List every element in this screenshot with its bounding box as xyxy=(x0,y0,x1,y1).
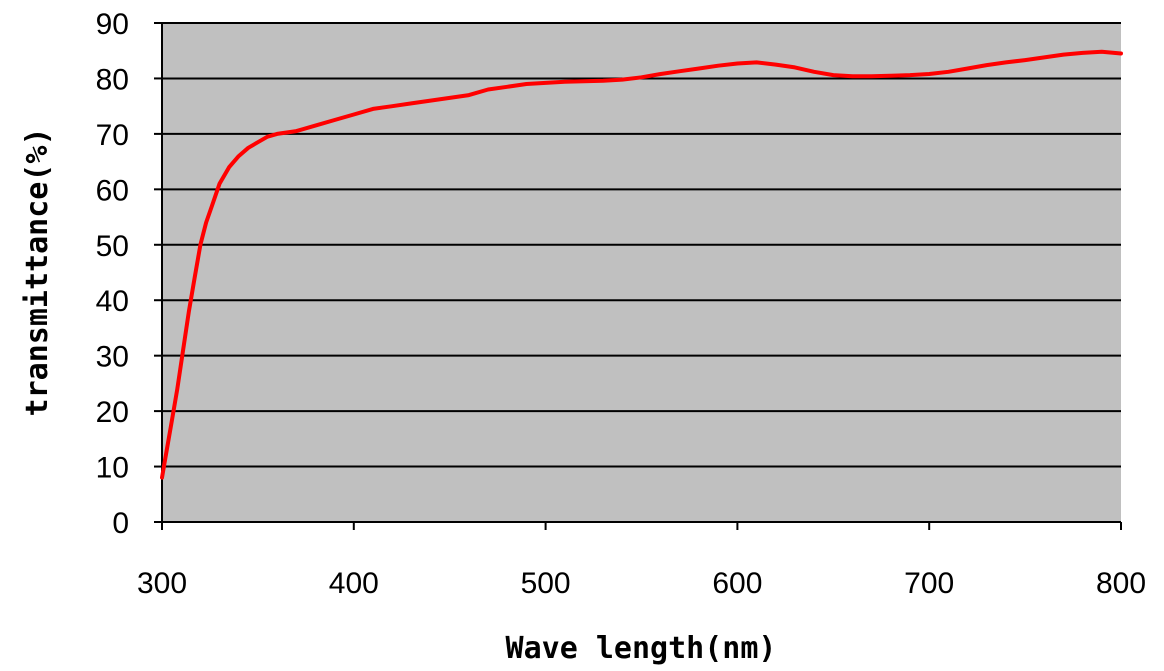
x-tick-label: 600 xyxy=(712,567,762,600)
y-tick-label: 40 xyxy=(96,285,129,318)
x-axis-ticks: 300 400 500 600 700 800 xyxy=(137,522,1146,600)
grid-lines xyxy=(162,22,1121,468)
y-tick-label: 70 xyxy=(96,119,129,152)
y-axis-ticks: 0 10 20 30 40 50 60 70 80 90 xyxy=(96,8,162,540)
y-tick-label: 30 xyxy=(96,341,129,374)
y-tick-label: 80 xyxy=(96,63,129,96)
x-tick-label: 400 xyxy=(329,567,379,600)
x-tick-label: 500 xyxy=(521,567,571,600)
y-tick-label: 0 xyxy=(112,507,129,540)
y-tick-label: 10 xyxy=(96,452,129,485)
x-tick-label: 300 xyxy=(137,567,187,600)
x-axis-title: Wave length(nm) xyxy=(506,631,777,666)
y-tick-label: 90 xyxy=(96,8,129,41)
x-tick-label: 800 xyxy=(1096,567,1146,600)
y-tick-label: 50 xyxy=(96,230,129,263)
y-tick-label: 20 xyxy=(96,396,129,429)
series-line xyxy=(160,49,1123,480)
y-tick-label: 60 xyxy=(96,174,129,207)
series-group xyxy=(160,49,1123,480)
x-tick-label: 700 xyxy=(904,567,954,600)
y-axis-title: transmittance(%) xyxy=(20,128,55,417)
plot-area xyxy=(162,23,1121,522)
